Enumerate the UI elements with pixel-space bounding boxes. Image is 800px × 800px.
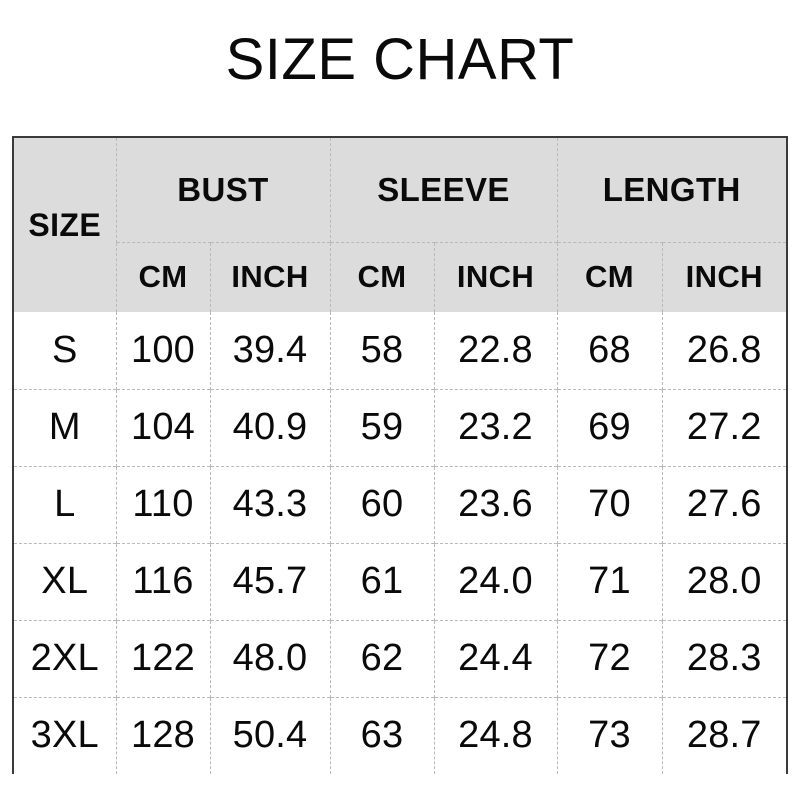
table-body: S 100 39.4 58 22.8 68 26.8 M 104 40.9 59… (14, 312, 786, 774)
cell-bust-cm: 100 (115, 312, 210, 389)
cell-sleeve-inch: 24.0 (433, 542, 557, 620)
table-row: S 100 39.4 58 22.8 68 26.8 (14, 312, 786, 389)
cell-size: 3XL (14, 696, 116, 774)
table-row: 3XL 128 50.4 63 24.8 73 28.7 (14, 696, 786, 774)
cell-bust-inch: 45.7 (209, 542, 330, 620)
cell-sleeve-cm: 62 (329, 619, 434, 697)
column-group-header-length: LENGTH (556, 138, 786, 242)
page-title: SIZE CHART (225, 27, 575, 92)
cell-bust-cm: 122 (115, 619, 210, 697)
column-header-sleeve-inch: INCH (433, 241, 557, 312)
column-header-sleeve-cm: CM (329, 241, 434, 312)
cell-length-inch: 27.6 (661, 465, 786, 543)
cell-size: S (14, 312, 116, 389)
table-row: 2XL 122 48.0 62 24.4 72 28.3 (14, 619, 786, 697)
cell-length-cm: 73 (556, 696, 662, 774)
cell-length-inch: 28.7 (661, 696, 786, 774)
cell-size: 2XL (14, 619, 116, 697)
table-row: L 110 43.3 60 23.6 70 27.6 (14, 465, 786, 543)
cell-bust-inch: 40.9 (209, 388, 330, 466)
cell-length-cm: 68 (556, 312, 662, 389)
cell-bust-inch: 50.4 (209, 696, 330, 774)
cell-bust-cm: 128 (115, 696, 210, 774)
cell-sleeve-inch: 23.2 (433, 388, 557, 466)
column-group-header-sleeve: SLEEVE (329, 138, 557, 242)
cell-bust-cm: 110 (115, 465, 210, 543)
cell-length-inch: 28.3 (661, 619, 786, 697)
column-header-bust-cm: CM (115, 241, 210, 312)
cell-bust-inch: 39.4 (209, 312, 330, 389)
cell-length-inch: 27.2 (661, 388, 786, 466)
cell-length-cm: 69 (556, 388, 662, 466)
size-chart-table-container: SIZE BUST SLEEVE LENGTH CM INCH CM INCH … (12, 136, 788, 774)
cell-bust-cm: 116 (115, 542, 210, 620)
cell-size: L (14, 465, 116, 543)
cell-sleeve-inch: 24.8 (433, 696, 557, 774)
cell-sleeve-inch: 24.4 (433, 619, 557, 697)
cell-sleeve-cm: 58 (329, 312, 434, 389)
cell-sleeve-inch: 23.6 (433, 465, 557, 543)
cell-sleeve-cm: 60 (329, 465, 434, 543)
cell-length-cm: 72 (556, 619, 662, 697)
table-row: M 104 40.9 59 23.2 69 27.2 (14, 388, 786, 466)
column-header-length-inch: INCH (661, 241, 786, 312)
cell-sleeve-cm: 61 (329, 542, 434, 620)
cell-sleeve-inch: 22.8 (433, 312, 557, 389)
cell-size: XL (14, 542, 116, 620)
size-chart-table: SIZE BUST SLEEVE LENGTH CM INCH CM INCH … (14, 138, 786, 774)
cell-bust-cm: 104 (115, 388, 210, 466)
table-row: XL 116 45.7 61 24.0 71 28.0 (14, 542, 786, 620)
column-header-size: SIZE (14, 138, 116, 312)
column-header-length-cm: CM (556, 241, 662, 312)
cell-sleeve-cm: 63 (329, 696, 434, 774)
cell-length-cm: 70 (556, 465, 662, 543)
table-header-group-row: SIZE BUST SLEEVE LENGTH (14, 138, 786, 312)
cell-sleeve-cm: 59 (329, 388, 434, 466)
cell-bust-inch: 48.0 (209, 619, 330, 697)
column-group-header-bust: BUST (115, 138, 330, 242)
table-header: SIZE BUST SLEEVE LENGTH CM INCH CM INCH … (14, 138, 786, 312)
column-header-bust-inch: INCH (209, 241, 330, 312)
cell-length-cm: 71 (556, 542, 662, 620)
cell-length-inch: 26.8 (661, 312, 786, 389)
table-header-unit-row: CM INCH CM INCH CM INCH (14, 241, 786, 312)
cell-size: M (14, 388, 116, 466)
cell-length-inch: 28.0 (661, 542, 786, 620)
cell-bust-inch: 43.3 (209, 465, 330, 543)
